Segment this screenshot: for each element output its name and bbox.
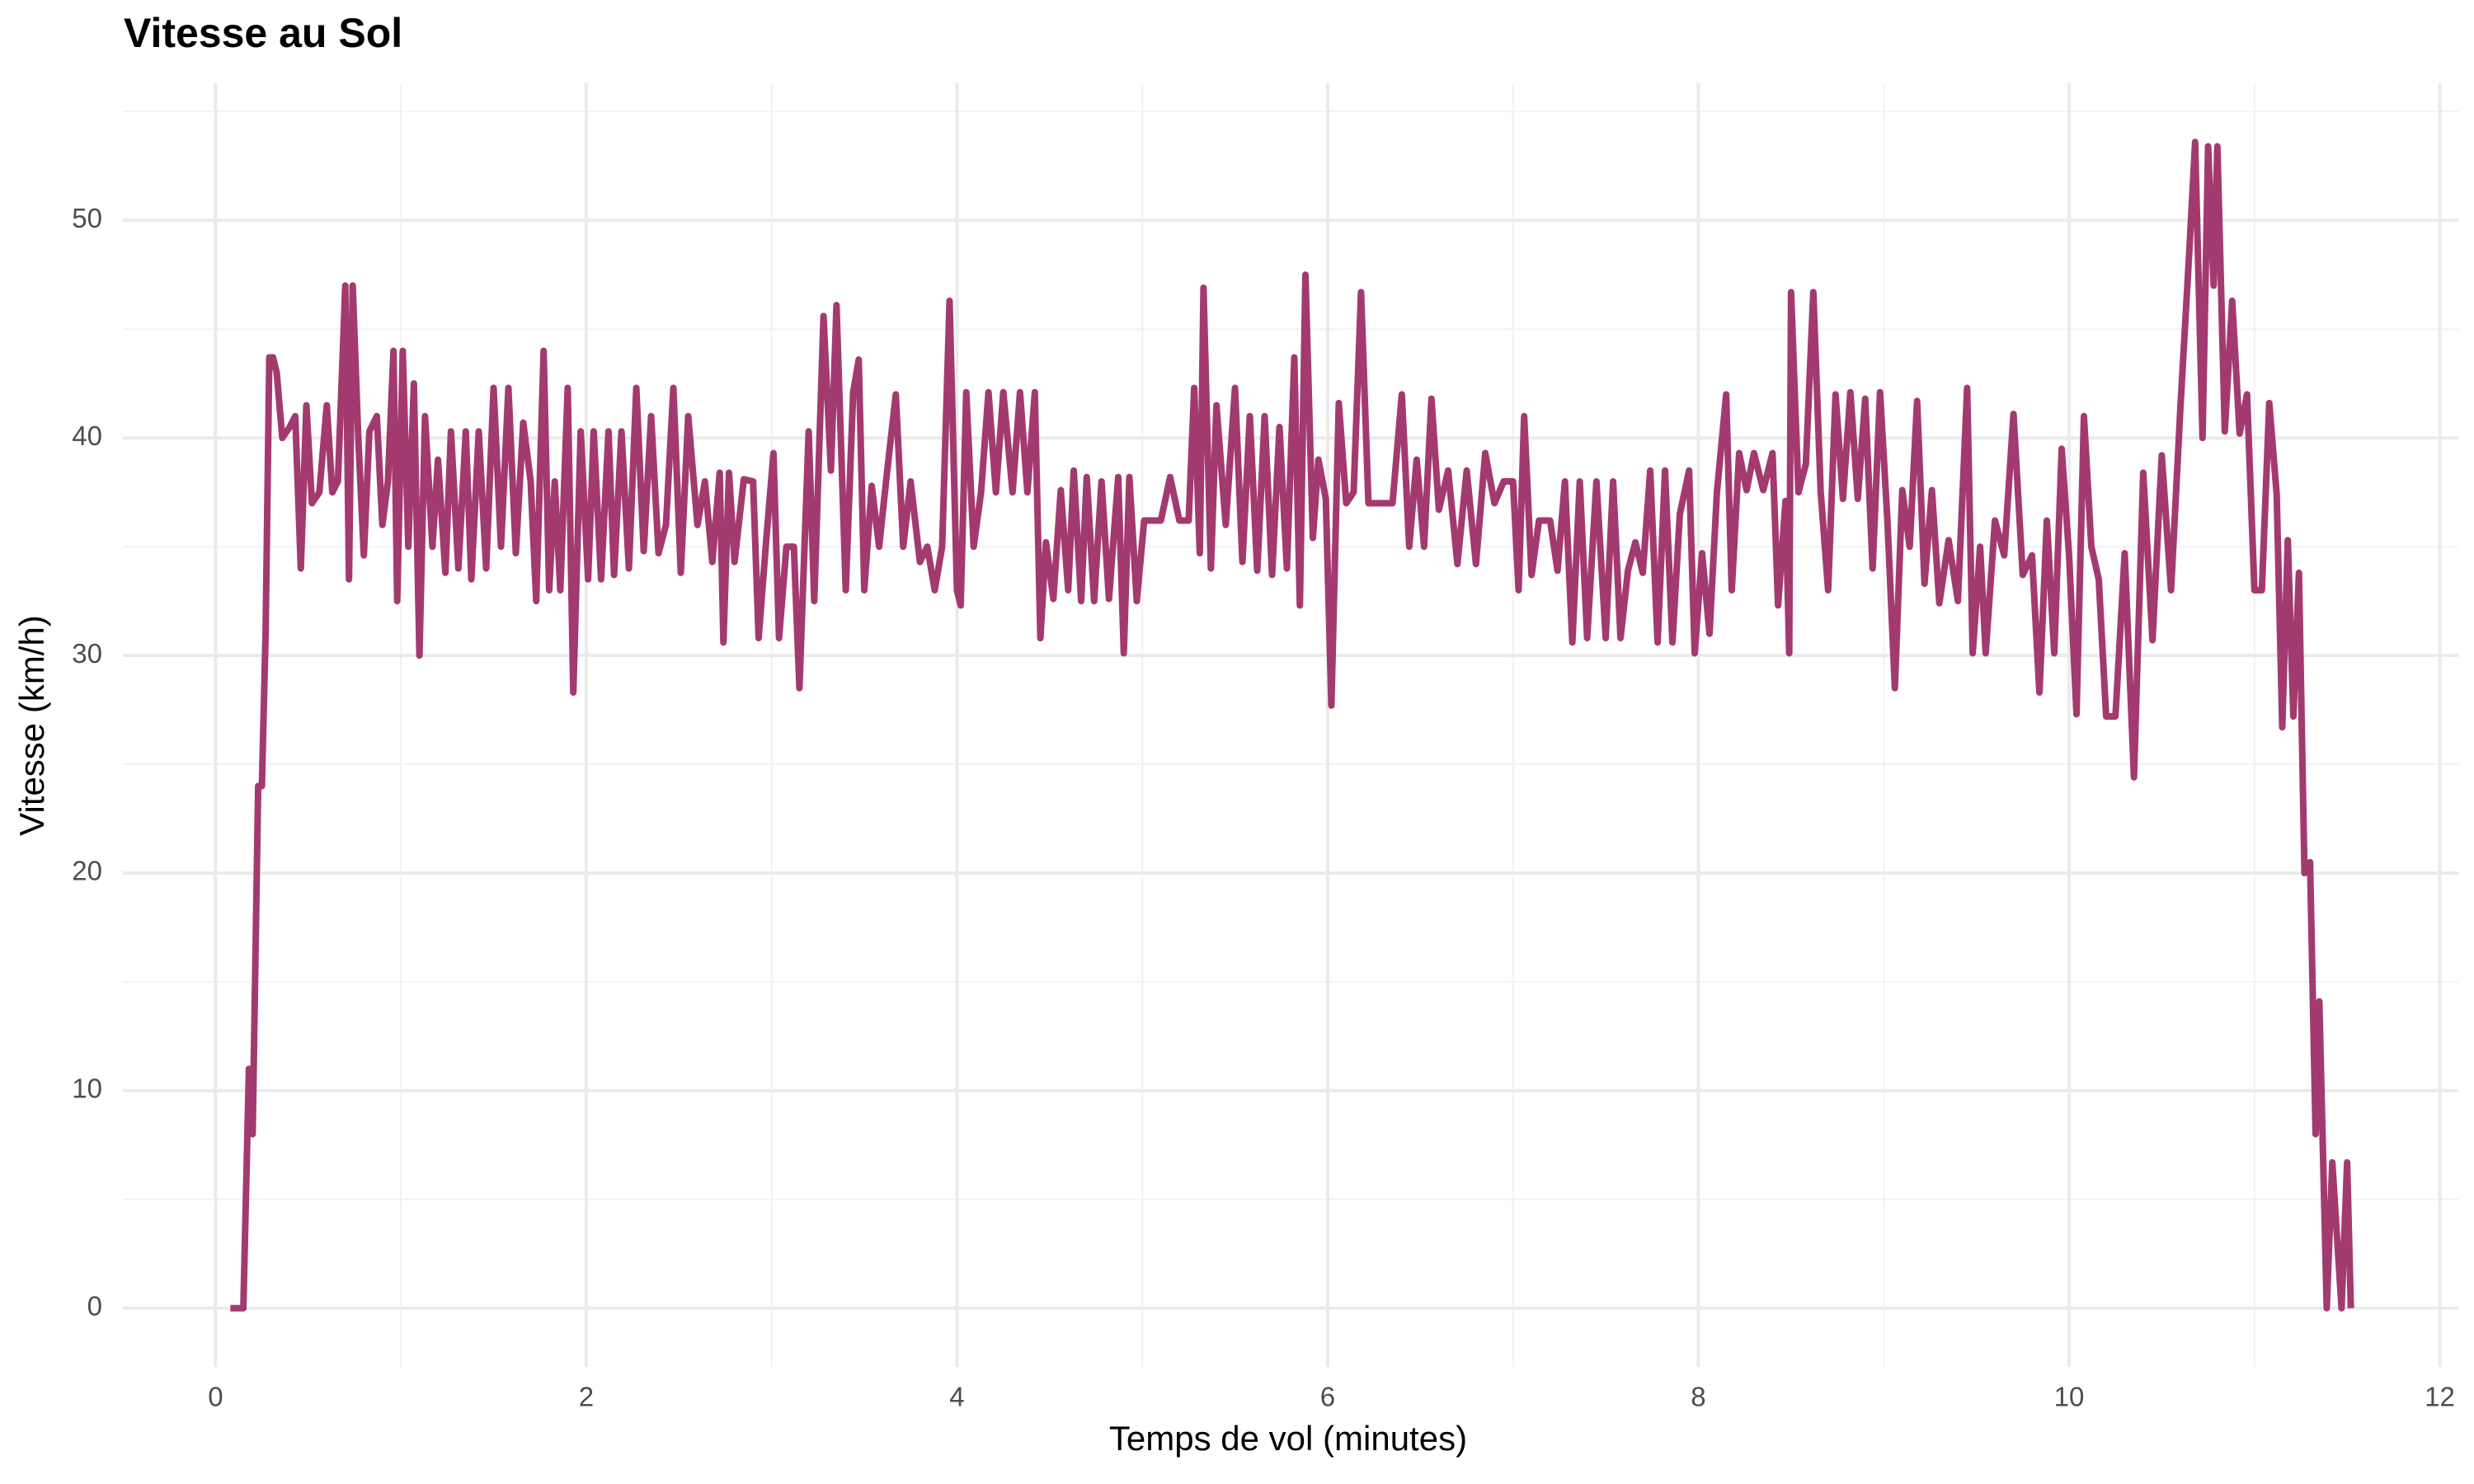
y-tick-label: 30 xyxy=(72,638,102,669)
y-tick-label: 40 xyxy=(72,420,102,451)
x-tick-label: 10 xyxy=(2054,1382,2085,1412)
y-tick-label: 20 xyxy=(72,856,102,886)
y-tick-label: 10 xyxy=(72,1073,102,1104)
x-tick-label: 12 xyxy=(2425,1382,2455,1412)
y-tick-label: 50 xyxy=(72,203,102,233)
x-axis-label: Temps de vol (minutes) xyxy=(1109,1419,1467,1458)
y-tick-label: 0 xyxy=(87,1290,102,1321)
data-line xyxy=(230,139,2354,1312)
x-tick-label: 2 xyxy=(579,1382,594,1412)
x-tick-label: 8 xyxy=(1691,1382,1705,1412)
x-tick-label: 0 xyxy=(208,1382,223,1412)
x-tick-label: 6 xyxy=(1320,1382,1335,1412)
chart-title: Vitesse au Sol xyxy=(124,10,402,56)
x-tick-label: 4 xyxy=(949,1382,964,1412)
y-axis-label: Vitesse (km/h) xyxy=(12,615,51,836)
